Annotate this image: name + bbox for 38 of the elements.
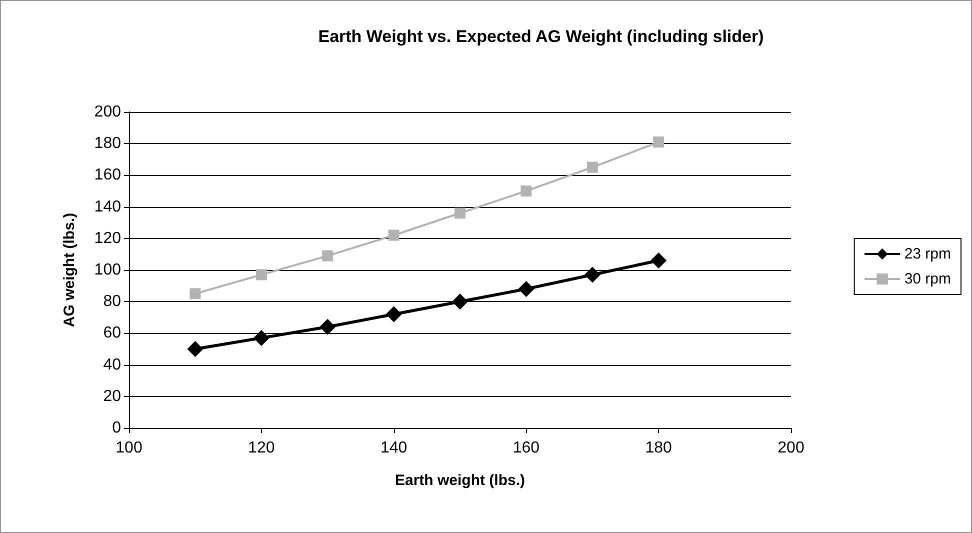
point bbox=[518, 280, 534, 297]
x-tick-label: 100 bbox=[116, 440, 142, 456]
y-tick-label: 200 bbox=[94, 104, 122, 120]
y-tick-label: 100 bbox=[94, 262, 122, 278]
x-tick-label: 140 bbox=[380, 440, 408, 456]
point bbox=[388, 230, 400, 241]
point bbox=[520, 186, 532, 196]
y-tick-label: 60 bbox=[103, 324, 122, 342]
y-axis-title: AG weight (lbs.) bbox=[61, 212, 78, 328]
x-tick-label: 200 bbox=[778, 440, 804, 456]
x-tick-label: 180 bbox=[645, 440, 672, 456]
legend-label: 30 rpm bbox=[904, 270, 952, 288]
point bbox=[454, 208, 466, 219]
legend-label: 23 rpm bbox=[904, 246, 952, 262]
point bbox=[320, 318, 336, 335]
point bbox=[653, 136, 664, 148]
point bbox=[256, 269, 267, 280]
point bbox=[187, 341, 204, 357]
y-tick-label: 160 bbox=[94, 166, 122, 184]
y-tick-label: 0 bbox=[112, 420, 122, 436]
point bbox=[650, 252, 667, 269]
point bbox=[386, 306, 402, 322]
y-tick-label: 120 bbox=[94, 230, 122, 247]
y-tick-label: 140 bbox=[94, 198, 122, 216]
point bbox=[452, 294, 468, 310]
point bbox=[253, 330, 270, 346]
x-tick-label: 160 bbox=[512, 440, 540, 456]
point bbox=[584, 266, 600, 283]
chart-title: Earth Weight vs. Expected AG Weight (including slider) bbox=[318, 27, 764, 46]
x-tick-label: 120 bbox=[248, 440, 275, 456]
point bbox=[190, 288, 201, 300]
y-tick-label: 180 bbox=[94, 135, 122, 152]
point bbox=[322, 250, 334, 262]
y-tick-label: 40 bbox=[103, 356, 122, 374]
point bbox=[586, 162, 598, 173]
y-tick-label: 80 bbox=[103, 293, 122, 310]
y-tick-label: 20 bbox=[103, 388, 122, 405]
x-axis-title: Earth weight (lbs.) bbox=[394, 472, 526, 489]
